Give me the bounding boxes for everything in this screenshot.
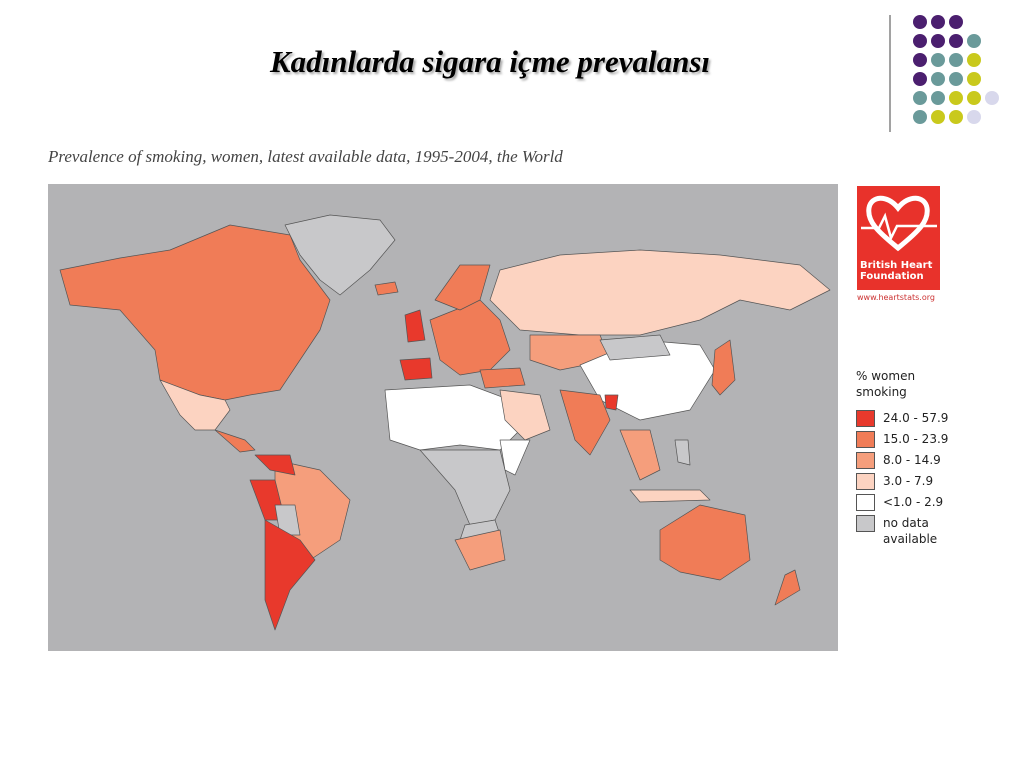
country — [499, 389, 551, 441]
country — [274, 504, 301, 536]
legend-swatch — [856, 494, 875, 511]
legend-item: <1.0 - 2.9 — [856, 494, 953, 511]
country — [254, 454, 296, 476]
country — [59, 224, 331, 401]
country — [434, 264, 491, 311]
logo-heart — [861, 195, 937, 252]
country — [604, 394, 619, 411]
legend-label: <1.0 - 2.9 — [883, 495, 944, 509]
legend-item: no data available — [856, 515, 953, 547]
country — [711, 339, 736, 396]
legend-swatch — [856, 452, 875, 469]
legend-label: 15.0 - 23.9 — [883, 432, 949, 446]
country — [659, 504, 751, 581]
legend-item: 24.0 - 57.9 — [856, 410, 953, 427]
legend-swatch — [856, 410, 875, 427]
country — [499, 439, 531, 476]
legend-swatch — [856, 473, 875, 490]
country — [284, 214, 396, 296]
legend-swatch — [856, 431, 875, 448]
country — [619, 429, 661, 481]
slide-title: Kadınlarda sigara içme prevalansı — [269, 44, 711, 79]
map-subtitle: Prevalence of smoking, women, latest ava… — [48, 147, 563, 166]
country — [629, 489, 711, 503]
country — [429, 299, 511, 376]
country — [599, 334, 671, 361]
legend-item: 8.0 - 14.9 — [856, 452, 953, 469]
legend-title: % women smoking — [856, 369, 916, 399]
logo-url: www.heartstats.org — [857, 293, 935, 302]
country — [454, 529, 506, 571]
country — [264, 519, 316, 631]
legend-item: 15.0 - 23.9 — [856, 431, 953, 448]
country — [559, 389, 611, 456]
legend-label: 3.0 - 7.9 — [883, 474, 934, 488]
logo: British Heart Foundation — [857, 186, 940, 290]
country — [214, 429, 256, 453]
country — [404, 309, 426, 343]
country — [374, 281, 399, 296]
country — [674, 439, 691, 466]
world-map — [48, 184, 838, 651]
country — [479, 367, 526, 389]
logo-name: British Heart Foundation — [860, 260, 933, 282]
decoration — [889, 15, 999, 132]
legend-swatch — [856, 515, 875, 532]
legend-label: 24.0 - 57.9 — [883, 411, 949, 425]
legend-label: 8.0 - 14.9 — [883, 453, 941, 467]
country — [399, 357, 433, 381]
country — [774, 569, 801, 606]
legend-label: no data available — [883, 516, 938, 546]
legend-item: 3.0 - 7.9 — [856, 473, 953, 490]
country — [159, 379, 231, 431]
